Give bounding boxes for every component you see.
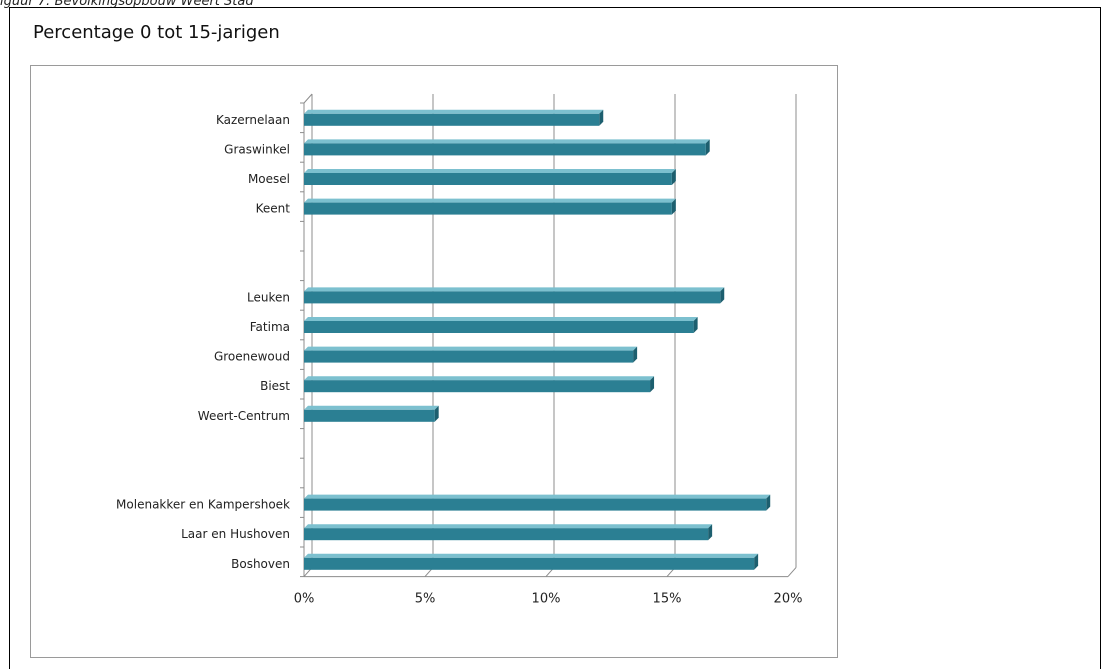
- bar-top: [304, 317, 698, 321]
- bar-end: [633, 346, 638, 363]
- bar-top: [304, 494, 771, 499]
- category-label: Biest: [260, 379, 290, 393]
- category-label: Molenakker en Kampershoek: [116, 498, 290, 512]
- bar: [304, 350, 634, 363]
- bar-top: [304, 376, 655, 381]
- bar-end: [650, 376, 655, 393]
- bar: [304, 143, 706, 156]
- bar-top: [304, 198, 676, 203]
- x-tick-label: 15%: [653, 592, 682, 607]
- bar: [304, 380, 651, 393]
- bar-top: [304, 139, 710, 144]
- bar-top: [304, 553, 759, 558]
- bar-top: [304, 346, 638, 351]
- bar: [304, 528, 709, 541]
- bar-end: [671, 169, 676, 185]
- bar-top: [304, 524, 713, 529]
- bar-end: [671, 198, 676, 215]
- bar-chart: Kazernelaan Graswinkel Moesel Keent Leuken Fa…: [116, 93, 803, 607]
- floor-line: [787, 567, 797, 577]
- bar-end: [693, 317, 698, 333]
- bar-end: [720, 287, 725, 304]
- panel-title: Percentage 0 tot 15-jarigen: [33, 22, 280, 43]
- bar: [304, 202, 672, 215]
- bar: [304, 498, 767, 511]
- bar-end: [705, 139, 710, 156]
- category-label: Weert-Centrum: [198, 409, 290, 423]
- category-label: Fatima: [250, 320, 290, 334]
- bar: [304, 173, 672, 185]
- category-label: Boshoven: [231, 557, 290, 571]
- bar: [304, 321, 694, 333]
- bar: [304, 557, 755, 570]
- figure-caption: iguur 7: Bevolkingsopbouw Weert Stad: [0, 0, 254, 9]
- bar: [304, 409, 435, 422]
- category-label: Laar en Hushoven: [181, 527, 290, 541]
- bar-end: [599, 109, 604, 126]
- category-label: Moesel: [248, 172, 290, 186]
- bar-top: [304, 109, 604, 114]
- figure-frame: Percentage 0 tot 15-jarigen Kazernelaan G…: [9, 7, 1101, 669]
- bar-top: [304, 169, 676, 173]
- chart-area: Kazernelaan Graswinkel Moesel Keent Leuken Fa…: [30, 65, 838, 658]
- bar-end: [754, 553, 759, 570]
- bar-end: [434, 405, 439, 422]
- axis-top-line: [303, 93, 313, 104]
- bar: [304, 113, 600, 126]
- category-label: Keent: [256, 202, 291, 216]
- bar-top: [304, 405, 439, 410]
- bar-end: [766, 494, 771, 511]
- category-label: Leuken: [247, 290, 290, 304]
- x-tick-label: 0%: [294, 592, 315, 607]
- bar: [304, 291, 721, 304]
- category-label: Groenewoud: [214, 350, 290, 364]
- category-label: Graswinkel: [224, 142, 290, 156]
- bar-top: [304, 287, 725, 292]
- category-label: Kazernelaan: [216, 113, 290, 127]
- x-tick-label: 5%: [415, 592, 436, 607]
- x-tick-label: 10%: [532, 592, 561, 607]
- x-tick-label: 20%: [774, 592, 803, 607]
- bar-end: [708, 524, 713, 541]
